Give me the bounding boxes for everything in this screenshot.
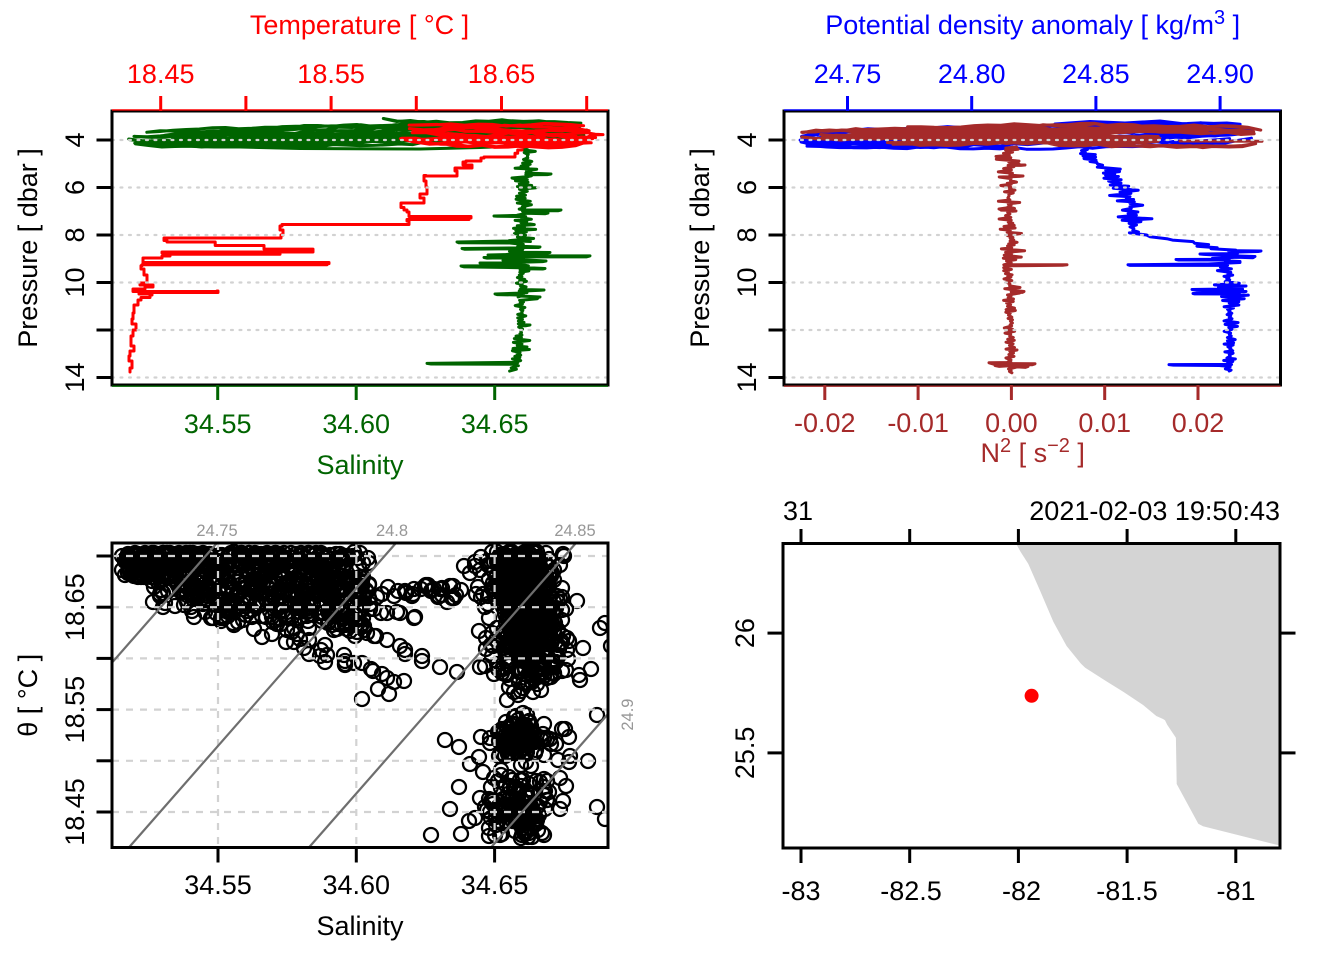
svg-text:Pressure [ dbar ]: Pressure [ dbar ] <box>13 148 43 348</box>
svg-text:18.65: 18.65 <box>60 573 90 641</box>
svg-text:6: 6 <box>732 180 762 195</box>
svg-text:24.85: 24.85 <box>554 522 595 540</box>
svg-text:Potential density anomaly [ kg: Potential density anomaly [ kg/m3 ] <box>825 7 1240 40</box>
svg-text:18.45: 18.45 <box>60 778 90 846</box>
svg-text:10: 10 <box>60 267 90 297</box>
svg-text:-81.5: -81.5 <box>1096 876 1158 906</box>
svg-text:N2 [ s−2 ]: N2 [ s−2 ] <box>980 435 1084 468</box>
svg-text:0.01: 0.01 <box>1078 408 1131 438</box>
svg-text:Temperature [ °C ]: Temperature [ °C ] <box>250 10 469 40</box>
svg-text:24.9: 24.9 <box>619 699 637 731</box>
svg-text:24.75: 24.75 <box>196 522 237 540</box>
svg-text:24.90: 24.90 <box>1186 59 1254 89</box>
svg-text:θ [ °C ]: θ [ °C ] <box>13 654 43 737</box>
svg-text:24.8: 24.8 <box>376 522 408 540</box>
svg-text:-83: -83 <box>781 876 820 906</box>
svg-text:24.85: 24.85 <box>1062 59 1130 89</box>
svg-text:Salinity: Salinity <box>316 450 404 480</box>
svg-text:4: 4 <box>732 132 762 147</box>
svg-text:10: 10 <box>732 267 762 297</box>
svg-text:Pressure [ dbar ]: Pressure [ dbar ] <box>685 148 715 348</box>
svg-text:18.55: 18.55 <box>60 676 90 744</box>
svg-text:34.60: 34.60 <box>322 409 390 439</box>
svg-text:34.55: 34.55 <box>184 870 252 900</box>
svg-text:14: 14 <box>732 362 762 392</box>
svg-text:8: 8 <box>60 227 90 242</box>
svg-text:2021-02-03 19:50:43: 2021-02-03 19:50:43 <box>1029 496 1280 526</box>
svg-text:34.65: 34.65 <box>461 870 529 900</box>
svg-text:18.55: 18.55 <box>297 59 365 89</box>
svg-text:24.75: 24.75 <box>814 59 882 89</box>
svg-text:24.80: 24.80 <box>938 59 1006 89</box>
svg-text:34.65: 34.65 <box>461 409 529 439</box>
svg-text:26: 26 <box>730 618 760 648</box>
svg-text:0.00: 0.00 <box>985 408 1038 438</box>
svg-text:-82.5: -82.5 <box>880 876 942 906</box>
svg-text:-81: -81 <box>1216 876 1255 906</box>
svg-text:18.45: 18.45 <box>127 59 195 89</box>
svg-text:-82: -82 <box>1002 876 1041 906</box>
svg-text:25.5: 25.5 <box>730 727 760 780</box>
svg-text:Salinity: Salinity <box>316 911 404 941</box>
svg-text:0.02: 0.02 <box>1172 408 1225 438</box>
svg-text:6: 6 <box>60 180 90 195</box>
svg-text:-0.02: -0.02 <box>794 408 856 438</box>
svg-text:31: 31 <box>783 496 813 526</box>
svg-text:-0.01: -0.01 <box>887 408 949 438</box>
svg-text:34.60: 34.60 <box>323 870 391 900</box>
svg-text:4: 4 <box>60 132 90 147</box>
svg-text:34.55: 34.55 <box>184 409 252 439</box>
svg-text:18.65: 18.65 <box>468 59 536 89</box>
svg-text:14: 14 <box>60 362 90 392</box>
svg-text:8: 8 <box>732 227 762 242</box>
